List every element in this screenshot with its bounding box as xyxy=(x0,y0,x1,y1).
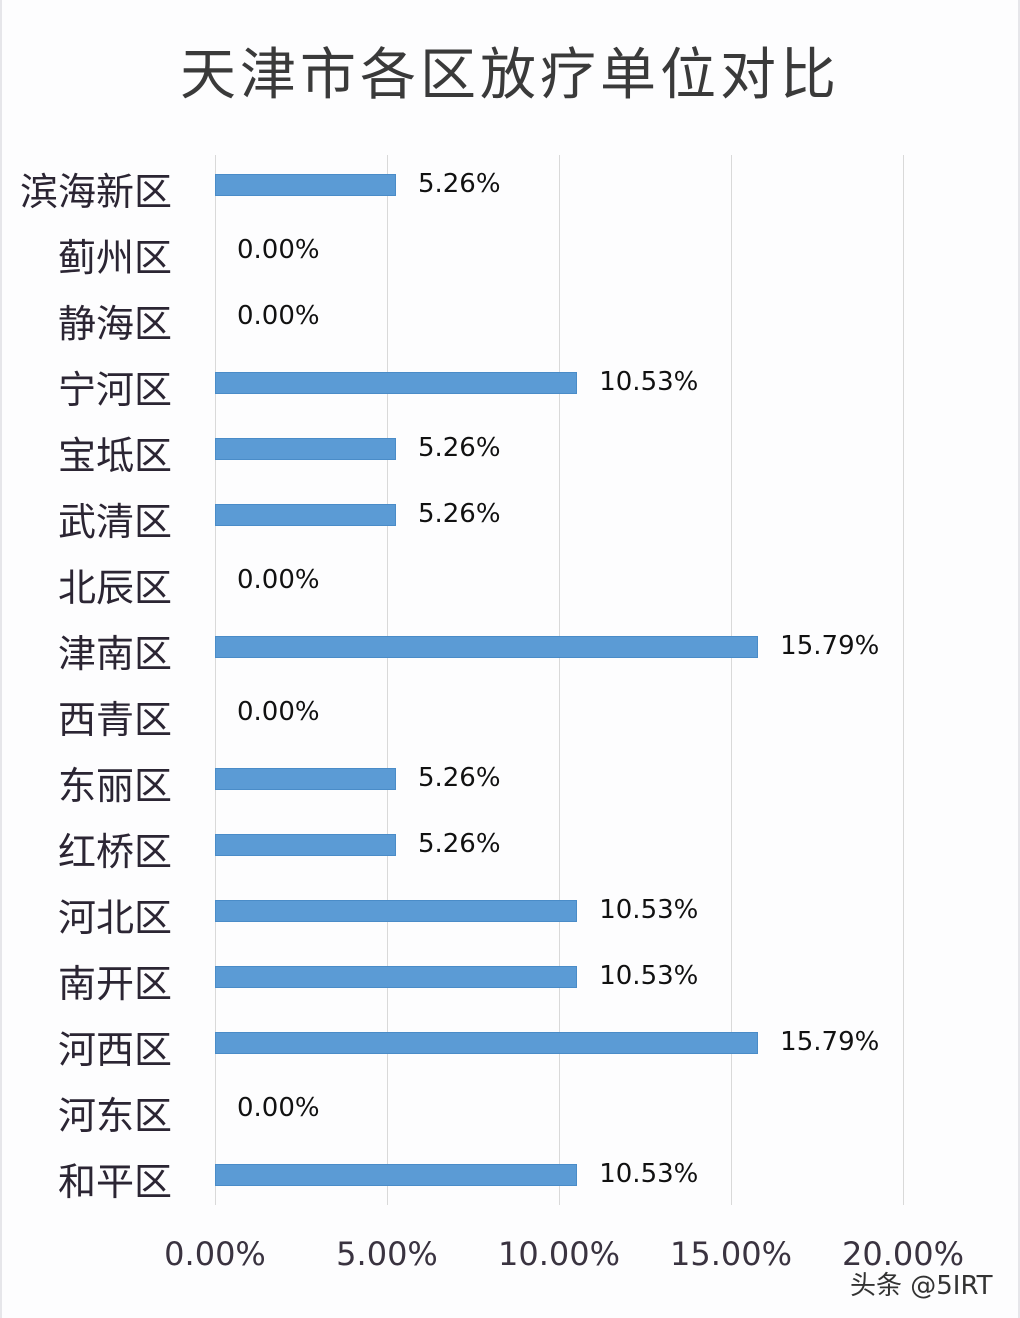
data-bar xyxy=(215,636,759,658)
data-bar xyxy=(215,834,396,856)
value-label: 10.53% xyxy=(599,367,699,397)
x-tick-label: 10.00% xyxy=(497,1235,621,1273)
category-label: 东丽区 xyxy=(57,764,172,808)
category-label: 宁河区 xyxy=(57,368,172,412)
x-tick-label: 0.00% xyxy=(164,1235,266,1273)
value-label: 5.26% xyxy=(417,169,501,199)
category-label: 津南区 xyxy=(57,632,172,676)
category-label: 武清区 xyxy=(57,500,172,544)
value-label: 15.79% xyxy=(780,631,880,661)
value-label: 10.53% xyxy=(599,895,699,925)
value-label: 5.26% xyxy=(417,499,501,529)
x-tick-label: 15.00% xyxy=(669,1235,793,1273)
value-label: 5.26% xyxy=(417,763,501,793)
data-bar xyxy=(215,1164,578,1186)
value-label: 10.53% xyxy=(599,1159,699,1189)
category-label: 西青区 xyxy=(57,698,172,742)
data-bar xyxy=(215,900,578,922)
category-label: 蓟州区 xyxy=(57,236,172,280)
value-label: 0.00% xyxy=(237,301,320,331)
category-label: 滨海新区 xyxy=(19,170,172,214)
category-label: 和平区 xyxy=(57,1160,172,1204)
data-bar xyxy=(215,504,396,526)
watermark: 头条 @5IRT xyxy=(850,1271,993,1301)
data-bar xyxy=(215,372,578,394)
image-right-border xyxy=(1018,0,1020,1318)
data-bar xyxy=(215,438,396,460)
category-label: 河东区 xyxy=(57,1094,172,1138)
category-label: 河西区 xyxy=(57,1028,172,1072)
chart-title: 天津市各区放疗单位对比 xyxy=(180,43,840,108)
x-tick-label: 5.00% xyxy=(336,1235,438,1273)
category-label: 静海区 xyxy=(57,302,172,346)
value-label: 10.53% xyxy=(599,961,699,991)
gridline xyxy=(559,155,560,1205)
category-label: 河北区 xyxy=(57,896,172,940)
gridline xyxy=(731,155,732,1205)
value-label: 0.00% xyxy=(237,697,320,727)
category-label: 宝坻区 xyxy=(57,434,172,478)
data-bar xyxy=(215,174,396,196)
gridline xyxy=(215,155,216,1205)
category-label: 红桥区 xyxy=(57,830,172,874)
category-label: 南开区 xyxy=(57,962,172,1006)
category-label: 北辰区 xyxy=(57,566,172,610)
data-bar xyxy=(215,768,396,790)
x-tick-label: 20.00% xyxy=(841,1235,965,1273)
value-label: 0.00% xyxy=(237,1093,320,1123)
image-left-border xyxy=(0,0,2,1318)
value-label: 5.26% xyxy=(417,433,501,463)
value-label: 5.26% xyxy=(417,829,501,859)
gridline xyxy=(903,155,904,1205)
value-label: 0.00% xyxy=(237,235,320,265)
data-bar xyxy=(215,1032,759,1054)
data-bar xyxy=(215,966,578,988)
value-label: 0.00% xyxy=(237,565,320,595)
value-label: 15.79% xyxy=(780,1027,880,1057)
gridline xyxy=(387,155,388,1205)
